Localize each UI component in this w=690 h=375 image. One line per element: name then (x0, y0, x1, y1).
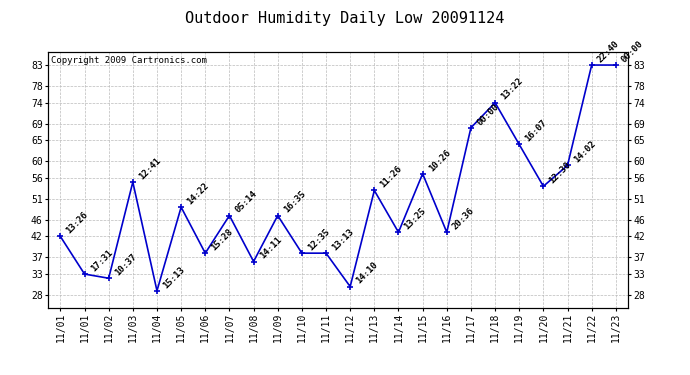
Text: 11:26: 11:26 (379, 164, 404, 190)
Text: 12:41: 12:41 (137, 156, 162, 181)
Text: 12:30: 12:30 (548, 160, 573, 186)
Text: 22:40: 22:40 (596, 39, 621, 64)
Text: 15:28: 15:28 (210, 227, 235, 252)
Text: Outdoor Humidity Daily Low 20091124: Outdoor Humidity Daily Low 20091124 (186, 11, 504, 26)
Text: 13:26: 13:26 (65, 210, 90, 236)
Text: 00:00: 00:00 (475, 102, 500, 127)
Text: 20:36: 20:36 (451, 206, 476, 231)
Text: 16:35: 16:35 (282, 189, 307, 215)
Text: 10:37: 10:37 (113, 252, 138, 278)
Text: 14:02: 14:02 (572, 139, 597, 165)
Text: 16:07: 16:07 (524, 118, 549, 144)
Text: 13:25: 13:25 (403, 206, 428, 231)
Text: 13:22: 13:22 (500, 76, 524, 102)
Text: 17:31: 17:31 (89, 248, 114, 273)
Text: 15:13: 15:13 (161, 265, 186, 290)
Text: 12:35: 12:35 (306, 227, 331, 252)
Text: 14:10: 14:10 (355, 261, 380, 286)
Text: 14:11: 14:11 (258, 236, 283, 261)
Text: 10:26: 10:26 (427, 148, 452, 173)
Text: 05:14: 05:14 (234, 189, 259, 215)
Text: 00:00: 00:00 (620, 39, 645, 64)
Text: 14:22: 14:22 (186, 181, 210, 206)
Text: 13:13: 13:13 (331, 227, 355, 252)
Text: Copyright 2009 Cartronics.com: Copyright 2009 Cartronics.com (51, 56, 207, 65)
